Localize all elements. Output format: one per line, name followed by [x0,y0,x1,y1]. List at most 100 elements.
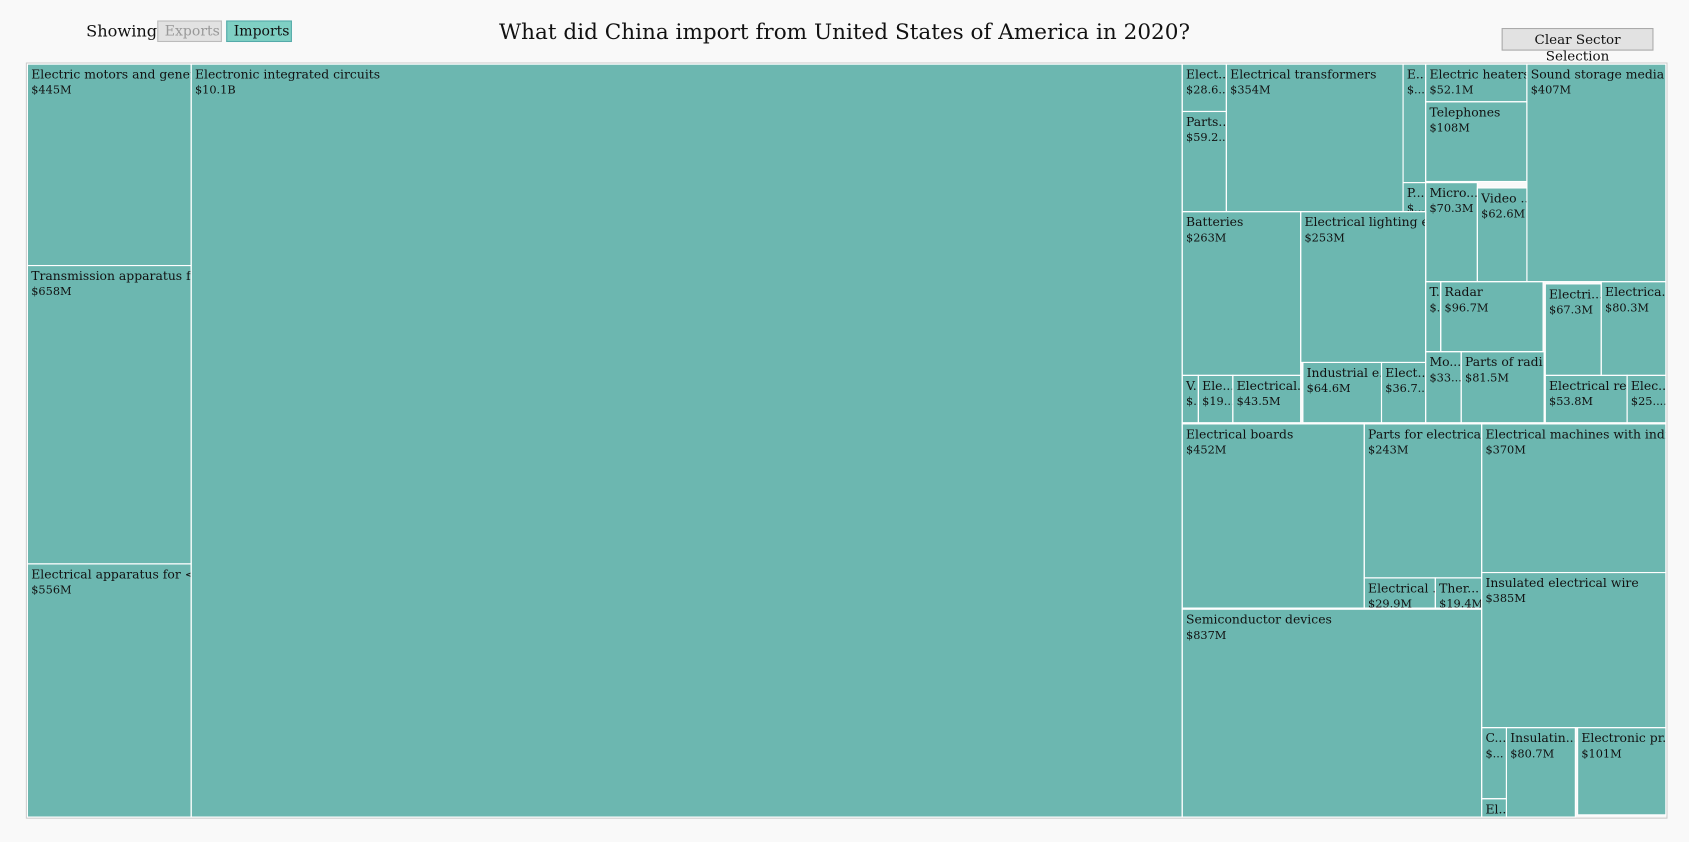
tile-value: $53.8M [1549,395,1593,409]
treemap-tile[interactable]: Electrical transformers $354M [1225,63,1404,213]
treemap-tile[interactable]: Electric motors and gener... $445M [26,63,192,267]
tile-label: V... [1185,378,1198,394]
treemap-tile[interactable]: El... [1481,798,1508,818]
tile-value: $70.3M [1429,202,1474,216]
tile-value: $96.7M [1444,301,1489,315]
treemap-tile[interactable]: Electronic integrated circuits $10.1B [190,63,1183,818]
title-text: What did [499,18,598,45]
tile-value: $101M [1581,747,1622,761]
tile-value: $19.... [1202,395,1232,409]
tile-value: $67.3M [1549,303,1593,317]
treemap-tile[interactable]: Electrical re...$53.8M [1544,374,1628,424]
tile-value: $19.4M [1439,597,1482,608]
treemap-tile[interactable]: T...$... [1425,281,1442,353]
tile-label: Radar [1444,284,1483,300]
treemap-tile[interactable]: Parts... $59.2... [1181,110,1227,213]
treemap-tile[interactable]: Transmission apparatus f... $658M [26,264,192,565]
tile-label: Parts... [1185,114,1226,130]
treemap-tile[interactable]: Ther... $19.4M [1434,577,1483,609]
treemap-tile[interactable]: Sound storage media $407M [1526,63,1667,283]
tile-label: C... [1485,730,1506,746]
treemap-tile[interactable]: V...$... [1181,374,1199,424]
treemap-tile[interactable]: E... $... [1402,63,1427,184]
tile-value: $407M [1530,84,1572,97]
tile-label: Electrica... [1605,284,1666,300]
tile-value: $370M [1485,443,1526,457]
treemap-tile[interactable]: Elect... $36.7... [1380,361,1427,424]
tile-label: El... [1485,801,1505,817]
tile-label: Transmission apparatus f... [31,268,191,284]
treemap-tile[interactable]: Ele...$19.... [1197,374,1234,424]
treemap-tile[interactable]: Electronic pr... $101M [1577,727,1667,816]
showing-label: Showing [86,21,158,41]
tile-label: Electrical machines with indi... [1485,426,1666,442]
tile-label: Sound storage media [1530,66,1665,82]
tile-label: Mo... [1429,354,1461,370]
tile-label: Electrical ... [1368,580,1435,596]
tile-value: $... [1429,301,1441,315]
tile-label: T... [1429,284,1440,300]
treemap-tile[interactable]: Electrical lighting e...$253M [1300,211,1427,364]
tile-label: Electrical apparatus for < 1... [31,566,190,582]
tile-value: $59.2... [1185,131,1226,145]
treemap-tile[interactable]: Electrical boards $452M [1181,423,1365,609]
treemap-tile[interactable]: Telephones $108M [1425,101,1528,183]
title: What did China import from United States… [0,18,1689,44]
tile-value: $385M [1485,592,1526,606]
tile-value: $263M [1185,231,1227,245]
tile-label: Batteries [1185,214,1244,230]
tile-label: Ther... [1439,580,1480,596]
tile-value: $556M [31,583,72,597]
title-text: import from [675,18,808,45]
treemap-tile[interactable]: Electri... $67.3M [1544,283,1602,376]
exports-toggle[interactable]: Exports [157,20,222,43]
imports-toggle[interactable]: Imports [226,20,292,43]
treemap-tile[interactable]: P... $... [1402,182,1427,213]
treemap-tile[interactable]: Electric heaters $52.1M [1425,63,1528,103]
tile-label: Parts of radi... [1464,354,1544,370]
treemap-tile[interactable]: C... $... [1481,727,1508,800]
treemap-tile[interactable]: Electrical apparatus for < 1...$556M [26,563,192,818]
treemap-tile[interactable]: Industrial e...$64.6M [1302,361,1383,424]
treemap-tile[interactable]: Mo... $33... [1425,351,1462,424]
tile-value: $... [1406,84,1425,97]
clear-button[interactable]: Clear Sector Selection [1501,28,1654,64]
tile-value: $33... [1429,371,1461,385]
treemap-tile[interactable]: Semiconductor devices $837M [1181,608,1483,818]
tile-value: $81.5M [1464,371,1509,385]
tile-value: $43.5M [1236,395,1281,409]
treemap-tile[interactable]: Electrica...$80.3M [1600,281,1667,376]
treemap-tile[interactable]: Parts of radi...$81.5M [1460,351,1545,424]
treemap-tile[interactable]: Elect... $28.6... [1181,63,1227,113]
tile-value: $... [1406,202,1425,212]
title-country: China [604,18,669,45]
treemap-tile[interactable]: Insulated electrical wire $385M [1481,571,1667,729]
treemap-tile[interactable]: Parts for electrical...$243M [1363,423,1483,579]
tile-value: $64.6M [1306,382,1351,396]
treemap-tile[interactable]: Video ...$62.6M [1476,187,1528,283]
treemap-tile[interactable]: Insulatin... $80.7M [1505,727,1576,818]
title-text: in 2020? [1096,18,1191,45]
treemap-tile[interactable]: Radar $96.7M [1440,281,1544,353]
tile-label: Industrial e... [1306,365,1381,381]
tile-value: $28.6... [1185,84,1226,97]
tile-value: $243M [1368,443,1409,457]
tile-value: $... [1185,395,1198,409]
treemap-tile[interactable]: Electrical ...$29.9M [1363,577,1436,609]
title-partner: United States of America [813,18,1090,45]
tile-label: Electri... [1549,286,1601,302]
treemap-tile[interactable]: Elec...$25.... [1626,374,1667,424]
tile-label: Elect... [1185,66,1226,82]
tile-label: Electrical re... [1549,378,1627,394]
tile-value: $29.9M [1368,597,1413,608]
treemap-tile[interactable]: Electrical machines with indi... $370M [1481,423,1667,574]
tile-label: Insulatin... [1510,730,1575,746]
treemap-tile[interactable]: Batteries $263M [1181,211,1302,376]
tile-label: Insulated electrical wire [1485,575,1639,591]
tile-label: E... [1406,66,1425,82]
tile-label: Electric heaters [1429,66,1527,82]
treemap-tile[interactable]: Electrical...$43.5M [1232,374,1302,424]
treemap-tile[interactable]: Micro... $70.3M [1425,182,1478,283]
